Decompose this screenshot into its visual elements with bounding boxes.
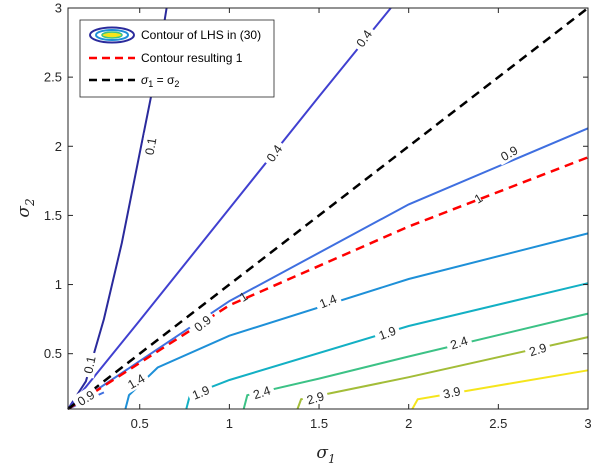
contour-label-bg — [260, 138, 288, 168]
contour-label-group: 3.9 — [437, 381, 466, 402]
contour-label-bg — [313, 288, 343, 313]
contour-line-0-9-2 — [67, 127, 589, 410]
contour-line-0-4-1 — [67, 7, 392, 410]
contour-label-group: 2.9 — [523, 338, 552, 360]
contour-label-bg — [437, 381, 466, 402]
plot-area: 0.10.1 0.40.40.90.90.91.41.41.91.92.42.42… — [67, 7, 589, 411]
contour-label-bg — [79, 350, 99, 379]
contour-label: 0.1 — [143, 137, 160, 157]
y-tick-label: 2 — [55, 139, 62, 154]
contour-label-bg — [247, 380, 276, 403]
contour-label: 2.4 — [449, 334, 470, 353]
y-axis-label-sub: 2 — [23, 198, 37, 207]
legend-sigma-2-sub: 2 — [174, 79, 179, 89]
y-axis-label: σ2 — [14, 198, 37, 217]
legend-sigma-1: σ — [141, 73, 149, 87]
contour-label: 1.9 — [377, 324, 398, 343]
contour-label: 0.1 — [81, 355, 98, 375]
contour-label-bg — [140, 132, 160, 160]
legend: Contour of LHS in (30) Contour resulting… — [79, 19, 275, 98]
x-tick-label: 1 — [226, 416, 233, 431]
x-tick-label: 2 — [405, 416, 412, 431]
contour-label: 3.9 — [442, 384, 462, 401]
legend-label-contour-lhs: Contour of LHS in (30) — [141, 28, 261, 42]
contour-label: 1.9 — [190, 383, 211, 403]
contour-line-1-9-5 — [185, 282, 589, 410]
x-axis-label: σ1 — [316, 443, 335, 466]
contour-label-group: 2.9 — [301, 386, 330, 409]
contour-line-1-4-4 — [124, 232, 589, 410]
contour-label-group: 1.9 — [372, 321, 402, 344]
contour-label-bg — [301, 386, 330, 409]
y-tick-label: 3 — [55, 1, 62, 16]
contour-label-group: 0.4 — [350, 23, 377, 53]
contour-label-bg — [444, 331, 473, 354]
y-axis-label-base: σ — [14, 206, 34, 218]
contour-label-group: 1.9 — [186, 380, 215, 404]
contour-label-group: 0.1 — [140, 132, 160, 160]
contour-label: 2.9 — [528, 341, 549, 359]
contour-label: 1.4 — [318, 292, 339, 312]
contour-label-group: 1.4 — [313, 288, 343, 313]
legend-swatch-contour-icon — [89, 26, 135, 44]
contour-label-bg — [350, 23, 377, 53]
contour-label-bg — [523, 338, 552, 360]
contour-label-bg — [187, 309, 217, 337]
contour-line-2-9-7 — [296, 336, 589, 410]
legend-label-sigma-equal: σ1 = σ2 — [141, 73, 179, 89]
legend-label-contour-1: Contour resulting 1 — [141, 51, 243, 65]
contour-label-bg — [71, 384, 101, 411]
x-tick-label: 3 — [584, 416, 591, 431]
contour-label-group: 0.1 — [79, 350, 99, 379]
x-ticks: 0.5 1 1.5 2 2.5 3 — [131, 8, 592, 431]
plot-frame — [67, 7, 589, 410]
y-tick-label: 1 — [55, 277, 62, 292]
legend-equals-sigma: = σ — [153, 73, 175, 87]
y-tick-label: 0.5 — [44, 346, 62, 361]
contour-label: 2.4 — [251, 384, 272, 403]
x-tick-label: 1.5 — [310, 416, 328, 431]
x-tick-label: 2.5 — [489, 416, 507, 431]
x-axis-label-base: σ — [316, 443, 328, 463]
legend-sigma-1-sub: 1 — [148, 79, 153, 89]
contour-label-bg — [121, 368, 151, 394]
contour-label-bg — [186, 380, 215, 404]
y-ticks: 0.5 1 1.5 2 2.5 3 — [44, 1, 588, 361]
contour-label-group: 2.4 — [444, 331, 473, 354]
x-tick-label: 0.5 — [131, 416, 149, 431]
contour-label-bg — [494, 140, 524, 166]
contour-line-2-4-6 — [242, 312, 589, 410]
red-dashed-contour-line — [67, 156, 589, 411]
contour-label: 2.9 — [305, 389, 326, 407]
x-axis-label-sub: 1 — [328, 452, 336, 466]
y-tick-label: 2.5 — [44, 70, 62, 85]
contour-label-bg — [372, 321, 402, 344]
black-dashed-diagonal-line — [67, 7, 589, 410]
y-tick-label: 1.5 — [44, 208, 62, 223]
contour-label-group: 2.4 — [247, 380, 276, 403]
